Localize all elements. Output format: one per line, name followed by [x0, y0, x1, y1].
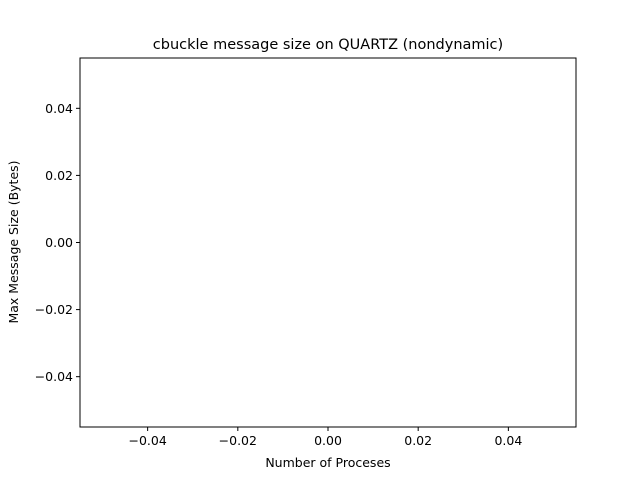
- y-axis-label: Max Message Size (Bytes): [6, 160, 21, 323]
- x-tick-label: −0.04: [128, 433, 166, 448]
- y-tick-label: −0.04: [35, 369, 73, 384]
- x-axis-ticks: −0.04 −0.02 0.00 0.02 0.04: [128, 427, 522, 448]
- x-axis-label: Number of Proceses: [265, 455, 390, 470]
- y-axis-ticks: −0.04 −0.02 0.00 0.02 0.04: [35, 101, 80, 384]
- y-tick-label: 0.04: [45, 101, 73, 116]
- y-tick-label: 0.02: [45, 168, 73, 183]
- x-tick-label: 0.00: [314, 433, 342, 448]
- x-tick-label: −0.02: [219, 433, 257, 448]
- x-tick-label: 0.04: [494, 433, 522, 448]
- x-tick-label: 0.02: [404, 433, 432, 448]
- y-tick-label: −0.02: [35, 302, 73, 317]
- chart-title: cbuckle message size on QUARTZ (nondynam…: [153, 37, 503, 53]
- plot-area: [79, 57, 577, 428]
- y-tick-label: 0.00: [45, 235, 73, 250]
